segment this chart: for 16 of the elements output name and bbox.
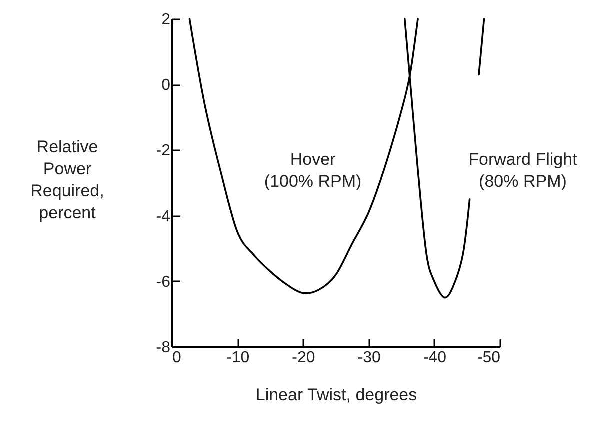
x-tick-label: -20 (292, 350, 316, 366)
x-tick-label: -10 (226, 350, 250, 366)
x-tick-label: -30 (358, 350, 381, 366)
annotation: Hover (100% RPM) (264, 150, 362, 192)
y-tick-label: -2 (156, 142, 171, 160)
x-tick-label: -40 (423, 350, 447, 366)
y-tick-label: -8 (156, 340, 171, 356)
annotation: Forward Flight (80% RPM) (468, 150, 578, 192)
x-tick-label: -50 (477, 350, 501, 366)
y-axis-title: Relative Power Required, percent (30, 138, 104, 222)
y-tick-label: -4 (156, 208, 171, 226)
x-axis-title: Linear Twist, degrees (256, 386, 418, 404)
y-tick-label: 0 (162, 77, 171, 94)
y-tick-label: 2 (162, 12, 171, 28)
y-tick-label: -6 (156, 274, 171, 291)
x-tick-label: 0 (172, 350, 182, 366)
